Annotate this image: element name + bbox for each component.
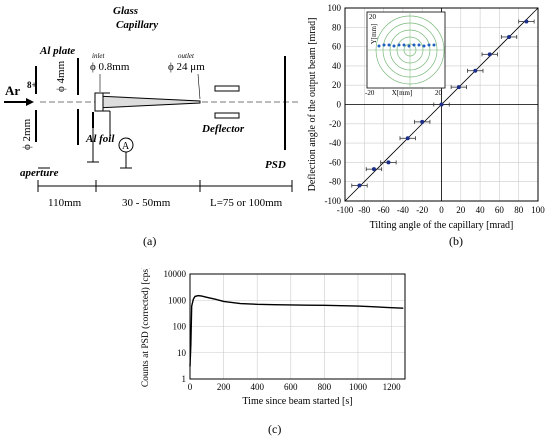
inset-x-tick: 20 xyxy=(435,89,443,97)
x-tick-label: 200 xyxy=(217,382,231,392)
capillary-label: Capillary xyxy=(116,19,158,31)
x-tick-label: 20 xyxy=(456,205,466,215)
y-tick-label: 1 xyxy=(182,374,187,384)
y-tick-label: -80 xyxy=(329,177,341,187)
inset-point xyxy=(397,43,401,47)
y-tick-label: -60 xyxy=(329,157,341,167)
al-plate-label: Al plate xyxy=(39,45,75,57)
x-tick-label: 100 xyxy=(531,205,545,215)
inset-point xyxy=(417,43,421,47)
inlet-label: inlet xyxy=(92,52,105,60)
y-tick-label: 40 xyxy=(332,61,342,71)
data-point xyxy=(371,167,376,172)
y-axis-label: Deflection angle of the output beam [mra… xyxy=(307,18,318,192)
inset-point xyxy=(392,44,396,48)
x-axis-label: Tilting angle of the capillary [mrad] xyxy=(370,220,514,231)
x-tick-label: -40 xyxy=(397,205,409,215)
y-tick-label: -20 xyxy=(329,119,341,129)
aperture-label: aperture xyxy=(20,167,59,179)
data-point xyxy=(524,19,529,24)
inset-y-tick: 20 xyxy=(369,13,377,21)
data-point xyxy=(456,85,461,90)
data-point xyxy=(405,136,410,141)
y-tick-label: 20 xyxy=(332,80,342,90)
ion-charge: 8+ xyxy=(27,80,37,90)
x-tick-label: 0 xyxy=(439,205,444,215)
counts-series-line xyxy=(189,294,404,367)
inset-point xyxy=(412,43,416,47)
x-tick-label: 800 xyxy=(318,382,332,392)
capillary-holder xyxy=(94,92,104,112)
y-tick-label: 0 xyxy=(337,100,342,110)
ion-label: Ar xyxy=(5,83,20,98)
deflector-lower xyxy=(214,112,240,119)
x-tick-label: 1200 xyxy=(383,382,402,392)
inset-point xyxy=(422,44,426,48)
chart-b-deflection: -100 -80 -60 -40 -20 0 20 40 60 80 100 -100 -80 -60 -4… xyxy=(307,3,545,231)
data-point xyxy=(507,34,512,39)
x-tick-label: 60 xyxy=(495,205,505,215)
y-tick-label: 80 xyxy=(332,22,342,32)
inset-point xyxy=(402,43,406,47)
inset-point xyxy=(382,43,386,47)
data-point xyxy=(439,102,444,107)
phi-24um-label: ϕ 24 μm xyxy=(168,61,205,73)
inset-point xyxy=(387,43,391,47)
inset-x-tick: -20 xyxy=(365,89,375,97)
y-axis-label: Counts at PSD (corrected) [cps] xyxy=(140,268,151,387)
inset-point xyxy=(407,44,411,48)
data-point xyxy=(473,68,478,73)
panel-a-schematic: Ar 8+ Al plate aperture ϕ 4mm ϕ 2mm Glas… xyxy=(4,5,300,209)
y-tick-label: 100 xyxy=(328,3,342,13)
x-tick-label: 1000 xyxy=(349,382,368,392)
caption-c: (c) xyxy=(268,422,282,436)
deflector-upper xyxy=(214,85,240,92)
x-tick-label: 40 xyxy=(476,205,486,215)
glass-capillary xyxy=(95,95,201,109)
caption-a: (a) xyxy=(143,234,157,248)
inset-y-label: Y[mm] xyxy=(370,24,378,45)
dim-110-label: 110mm xyxy=(48,197,82,209)
deflector-label: Deflector xyxy=(201,123,245,135)
inset-point xyxy=(377,44,381,48)
y-tick-label: 100 xyxy=(173,322,187,332)
x-tick-label: -80 xyxy=(358,205,370,215)
data-point xyxy=(386,160,391,165)
y-tick-label: 60 xyxy=(332,42,342,52)
x-tick-label: 600 xyxy=(284,382,298,392)
x-tick-label: -60 xyxy=(378,205,390,215)
al-foil-label: Al foil xyxy=(85,133,115,145)
x-tick-label: 400 xyxy=(250,382,264,392)
phi-2mm-label: ϕ 2mm xyxy=(21,118,33,150)
glass-label: Glass xyxy=(113,5,138,17)
dim-L-label: L=75 or 100mm xyxy=(210,197,283,209)
ammeter-label: A xyxy=(122,141,130,152)
dim-30-50-label: 30 - 50mm xyxy=(122,197,171,209)
y-tick-label: 1000 xyxy=(168,295,187,305)
data-point xyxy=(357,183,362,188)
x-axis-label: Time since beam started [s] xyxy=(242,396,352,407)
y-tick-label: -100 xyxy=(325,196,342,206)
phi-4mm-label: ϕ 4mm xyxy=(55,60,67,92)
y-tick-label: -40 xyxy=(329,138,341,148)
plot-frame xyxy=(189,273,406,380)
y-tick-label: 10000 xyxy=(164,269,187,279)
x-tick-label: -100 xyxy=(337,205,354,215)
x-tick-label: -20 xyxy=(416,205,428,215)
outlet-label: outlet xyxy=(178,52,195,60)
caption-b: (b) xyxy=(449,234,463,248)
x-tick-label: 80 xyxy=(514,205,524,215)
y-tick-label: 10 xyxy=(177,348,187,358)
data-point xyxy=(487,52,492,57)
x-tick-label: 0 xyxy=(188,382,193,392)
inset-point xyxy=(432,43,436,47)
ion-arrowhead xyxy=(26,98,34,106)
psd-label: PSD xyxy=(265,159,286,171)
inset-x-label: X[mm] xyxy=(392,89,413,97)
phi-08mm-label: ϕ 0.8mm xyxy=(90,61,130,73)
chart-c-counts: 0 200 400 600 800 1000 1200 1 10 100 1000 10000 Time… xyxy=(140,268,406,407)
inset-point xyxy=(427,43,431,47)
data-point xyxy=(420,119,425,124)
